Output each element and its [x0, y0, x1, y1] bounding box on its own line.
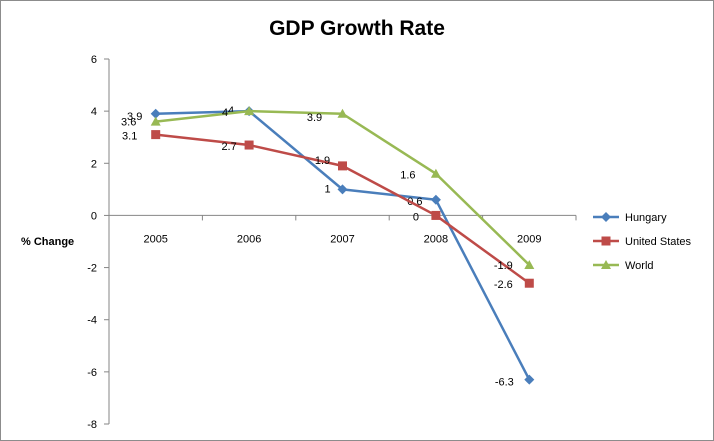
data-label-united-states: 1.9	[315, 155, 330, 167]
legend: Hungary United States World	[593, 212, 692, 272]
data-label-hungary: 3.9	[127, 111, 142, 123]
legend-marker-world	[601, 260, 611, 269]
data-point-united-states	[524, 278, 534, 288]
y-tick-label: 4	[91, 106, 97, 118]
data-point-united-states	[431, 210, 441, 220]
data-point-hungary	[337, 184, 348, 195]
data-point-world	[524, 259, 535, 269]
data-label-world: 3.9	[307, 112, 322, 124]
plot-area: 6 4 2 0 -2 -4 -6 -8 2005 2006 2007 2008 2009 3.9 4 1 0.6…	[87, 54, 577, 431]
data-point-world	[244, 106, 255, 116]
data-label-hungary: 0.6	[407, 196, 422, 208]
y-tick-label: -6	[87, 367, 97, 379]
y-tick-label: -2	[87, 263, 97, 275]
x-tick-label: 2009	[517, 233, 541, 245]
data-label-hungary: -6.3	[495, 377, 514, 389]
x-tick-label: 2006	[237, 233, 261, 245]
y-tick-label: -4	[87, 315, 97, 327]
x-tick-label: 2007	[330, 233, 354, 245]
x-tick-label: 2008	[424, 233, 448, 245]
y-tick-label: 0	[91, 210, 97, 222]
y-axis-label: % Change	[21, 236, 74, 248]
data-label-hungary: 1	[324, 183, 330, 195]
chart-title: GDP Growth Rate	[269, 17, 445, 40]
data-label-united-states: 0	[413, 211, 419, 223]
data-point-hungary	[430, 194, 441, 205]
x-tick-label: 2005	[143, 233, 167, 245]
data-label-united-states: -2.6	[494, 279, 513, 291]
data-label-world: -1.9	[494, 260, 513, 272]
data-point-united-states	[338, 161, 347, 171]
y-tick-label: 2	[91, 158, 97, 170]
legend-label-united-states: United States	[625, 236, 692, 248]
y-tick-label: 6	[91, 54, 97, 66]
data-point-world	[337, 108, 348, 118]
data-point-united-states	[244, 140, 254, 150]
data-label-united-states: 3.1	[122, 131, 137, 143]
data-label-united-states: 2.7	[221, 141, 236, 153]
data-point-world	[150, 116, 161, 126]
legend-marker-united-states	[601, 236, 611, 246]
data-label-world: 1.6	[400, 170, 415, 182]
data-point-hungary	[150, 108, 161, 119]
y-tick-label: -8	[87, 419, 97, 431]
data-label-hungary: 4	[228, 105, 234, 117]
legend-marker-hungary	[601, 212, 611, 222]
data-label-world: 3.6	[121, 117, 136, 129]
data-label-world: 4	[222, 107, 228, 119]
data-point-hungary	[524, 374, 535, 385]
legend-label-hungary: Hungary	[625, 212, 667, 224]
data-point-world	[430, 168, 441, 178]
legend-label-world: World	[625, 260, 654, 272]
data-point-united-states	[151, 130, 161, 140]
